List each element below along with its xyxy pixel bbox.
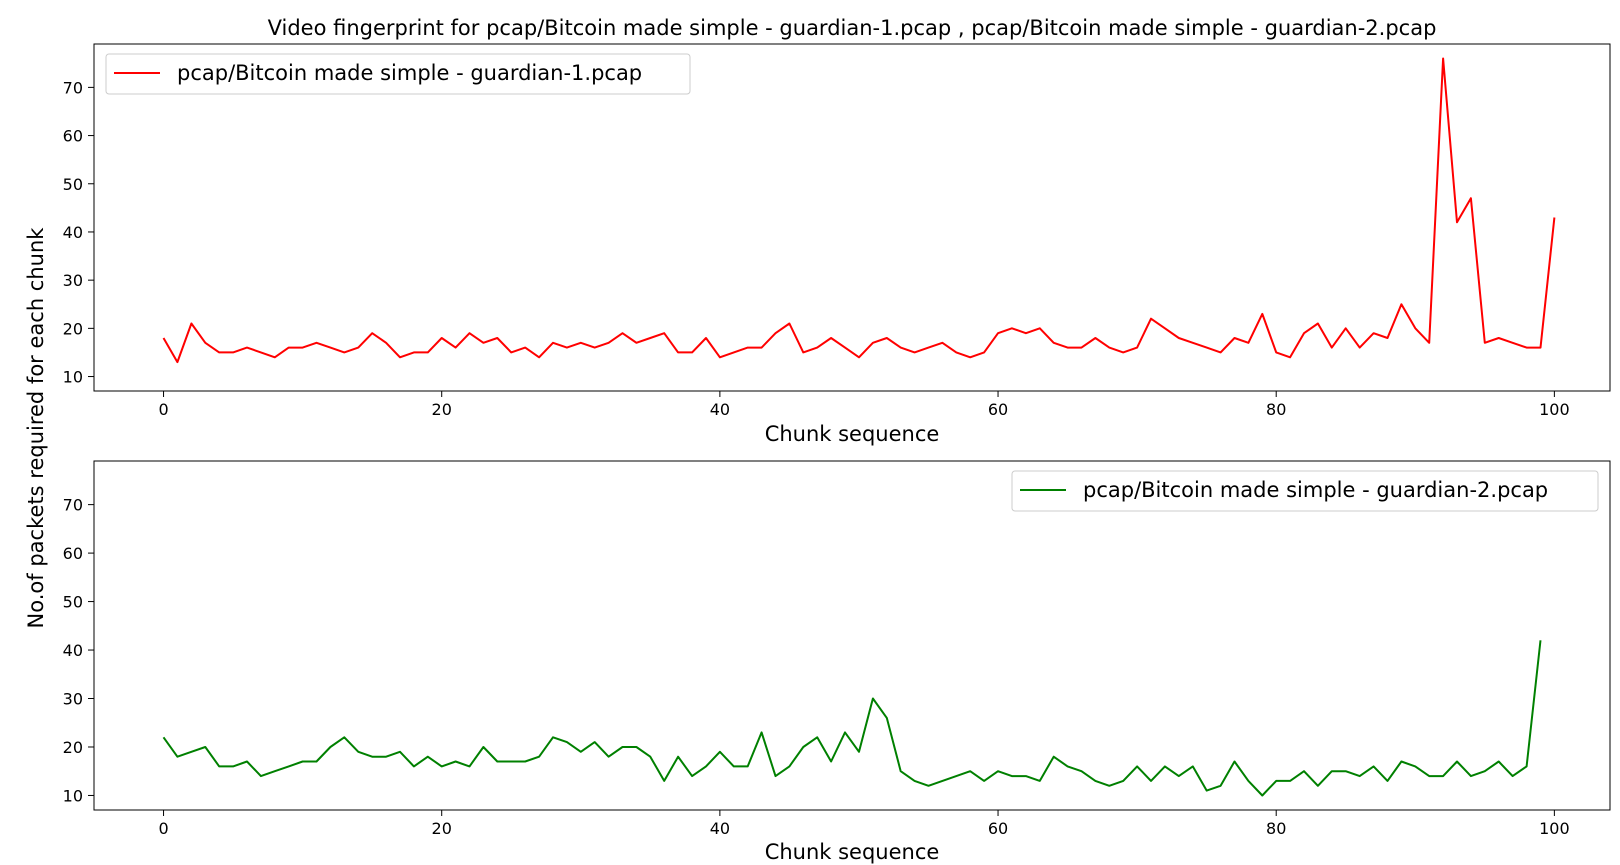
top-x-tick-label: 20 [432,400,452,419]
bottom-x-tick-label: 0 [158,819,168,838]
top-x-tick-label: 40 [710,400,730,419]
bottom-y-ticks: 10 20 30 40 50 60 70 [63,496,94,805]
y-axis-label: No.of packets required for each chunk [24,227,48,629]
bottom-plot-area [93,460,1611,811]
top-series-lines [162,57,1556,364]
top-series-line [162,57,1556,364]
top-y-tick-label: 20 [63,319,83,338]
top-x-ticks: 0 20 40 60 80 100 [158,391,1570,419]
top-subplot: 0 20 40 60 80 100 10 20 30 40 50 60 70 Chunk sequen… [63,43,1611,446]
top-legend-box [105,53,691,95]
bottom-y-tick-label: 60 [63,544,83,563]
chart-title: Video fingerprint for pcap/Bitcoin made … [268,16,1437,40]
bottom-y-tick-label: 30 [63,690,83,709]
bottom-x-tick-label: 20 [432,819,452,838]
bottom-y-tick-label: 10 [63,786,83,805]
bottom-x-tick-label: 80 [1266,819,1286,838]
bottom-subplot: 0 20 40 60 80 100 10 20 30 40 50 60 70 Chunk sequen… [63,460,1611,864]
top-x-tick-label: 60 [988,400,1008,419]
top-x-axis-label: Chunk sequence [765,422,940,446]
bottom-y-tick-label: 70 [63,496,83,515]
top-y-tick-label: 70 [63,78,83,97]
bottom-y-tick-label: 40 [63,641,83,660]
bottom-legend: pcap/Bitcoin made simple - guardian-2.pc… [1011,470,1599,512]
top-x-tick-label: 80 [1266,400,1286,419]
bottom-x-axis-label: Chunk sequence [765,840,940,864]
bottom-x-tick-label: 100 [1539,819,1570,838]
bottom-series-lines [162,640,1542,797]
bottom-series-line [162,640,1542,797]
top-y-tick-label: 60 [63,127,83,146]
top-y-tick-label: 10 [63,368,83,387]
bottom-y-tick-label: 20 [63,738,83,757]
top-legend: pcap/Bitcoin made simple - guardian-1.pc… [105,53,691,95]
top-y-tick-label: 40 [63,223,83,242]
top-legend-label: pcap/Bitcoin made simple - guardian-1.pc… [177,61,642,85]
bottom-x-tick-label: 60 [988,819,1008,838]
bottom-legend-label: pcap/Bitcoin made simple - guardian-2.pc… [1083,478,1548,502]
bottom-x-tick-label: 40 [710,819,730,838]
top-x-tick-label: 0 [158,400,168,419]
bottom-x-ticks: 0 20 40 60 80 100 [158,810,1570,838]
bottom-legend-box [1011,470,1599,512]
top-y-ticks: 10 20 30 40 50 60 70 [63,78,94,387]
top-y-tick-label: 30 [63,271,83,290]
top-plot-area [93,43,1611,392]
bottom-y-tick-label: 50 [63,593,83,612]
top-x-tick-label: 100 [1539,400,1570,419]
top-y-tick-label: 50 [63,175,83,194]
